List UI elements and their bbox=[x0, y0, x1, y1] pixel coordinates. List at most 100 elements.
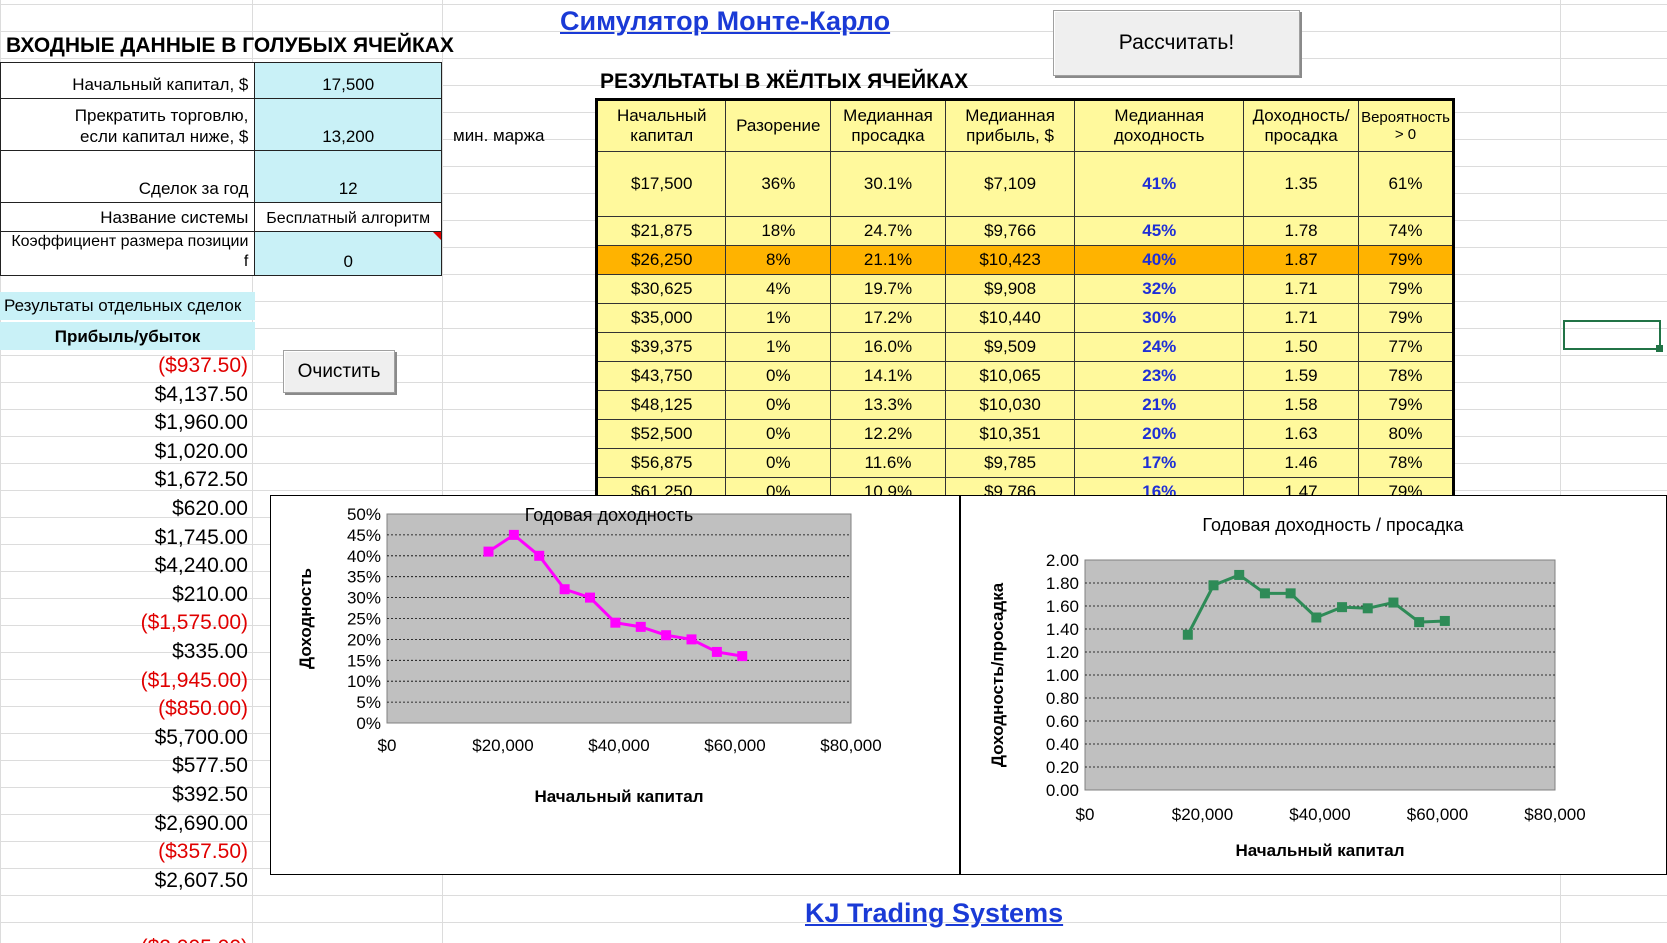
results-cell[interactable]: $10,440 bbox=[944, 303, 1076, 333]
results-cell[interactable]: 16.0% bbox=[830, 332, 946, 362]
trade-result-cell[interactable]: ($850.00) bbox=[158, 697, 248, 721]
initial-capital-input[interactable]: 17,500 bbox=[254, 62, 442, 99]
trade-result-cell[interactable]: $1,020.00 bbox=[154, 439, 248, 463]
results-cell[interactable]: 4% bbox=[725, 274, 832, 304]
trade-result-cell[interactable]: $1,672.50 bbox=[154, 468, 248, 492]
trade-result-cell[interactable]: ($1,945.00) bbox=[140, 668, 248, 692]
results-cell[interactable]: 14.1% bbox=[830, 361, 946, 391]
trade-result-cell[interactable]: $5,700.00 bbox=[154, 725, 248, 749]
results-cell[interactable]: 0% bbox=[725, 419, 832, 449]
results-cell[interactable]: 1% bbox=[725, 332, 832, 362]
trade-result-cell[interactable]: ($1,575.00) bbox=[140, 611, 248, 635]
trade-result-cell[interactable]: $2,607.50 bbox=[154, 868, 248, 892]
results-cell[interactable]: 13.3% bbox=[830, 390, 946, 420]
footer-link[interactable]: KJ Trading Systems bbox=[805, 898, 1064, 928]
results-cell[interactable]: 0% bbox=[725, 361, 832, 391]
trade-result-cell[interactable]: $335.00 bbox=[172, 639, 248, 663]
results-cell[interactable]: $7,109 bbox=[944, 151, 1076, 217]
results-cell[interactable]: $52,500 bbox=[595, 419, 727, 449]
results-cell[interactable]: $35,000 bbox=[595, 303, 727, 333]
results-cell[interactable]: 79% bbox=[1357, 390, 1455, 420]
page-title-link[interactable]: Симулятор Монте-Карло bbox=[560, 6, 891, 36]
comment-indicator-icon[interactable] bbox=[433, 232, 441, 240]
results-cell[interactable]: 20% bbox=[1074, 419, 1245, 449]
results-cell[interactable]: 40% bbox=[1074, 245, 1245, 275]
results-cell[interactable]: 30.1% bbox=[830, 151, 946, 217]
results-cell[interactable]: $21,875 bbox=[595, 216, 727, 246]
results-cell[interactable]: 1.63 bbox=[1243, 419, 1359, 449]
trade-result-cell[interactable]: $392.50 bbox=[172, 782, 248, 806]
results-cell[interactable]: 1.71 bbox=[1243, 303, 1359, 333]
results-cell[interactable]: 17% bbox=[1074, 448, 1245, 478]
trade-result-cell[interactable]: $4,137.50 bbox=[154, 382, 248, 406]
trade-result-cell[interactable]: ($2,005.00) bbox=[0, 934, 252, 943]
results-cell[interactable]: 79% bbox=[1357, 274, 1455, 304]
fill-handle[interactable] bbox=[1656, 345, 1663, 352]
results-cell[interactable]: 0% bbox=[725, 390, 832, 420]
results-cell[interactable]: 61% bbox=[1357, 151, 1455, 217]
results-cell[interactable]: 21.1% bbox=[830, 245, 946, 275]
results-cell[interactable]: 1.78 bbox=[1243, 216, 1359, 246]
results-cell[interactable]: 1.71 bbox=[1243, 274, 1359, 304]
results-cell[interactable]: $10,030 bbox=[944, 390, 1076, 420]
trade-result-cell[interactable]: $1,745.00 bbox=[154, 525, 248, 549]
position-size-input[interactable]: 0 bbox=[254, 231, 442, 276]
trade-result-cell[interactable]: $1,960.00 bbox=[154, 411, 248, 435]
results-cell[interactable]: 8% bbox=[725, 245, 832, 275]
results-cell[interactable]: $10,423 bbox=[944, 245, 1076, 275]
results-cell[interactable]: $56,875 bbox=[595, 448, 727, 478]
trade-result-cell[interactable]: ($937.50) bbox=[158, 354, 248, 377]
results-cell[interactable]: 21% bbox=[1074, 390, 1245, 420]
calculate-button[interactable]: Рассчитать! bbox=[1053, 10, 1300, 76]
results-cell[interactable]: $30,625 bbox=[595, 274, 727, 304]
results-cell[interactable]: 80% bbox=[1357, 419, 1455, 449]
results-cell[interactable]: 79% bbox=[1357, 303, 1455, 333]
results-cell[interactable]: $9,509 bbox=[944, 332, 1076, 362]
results-cell[interactable]: 77% bbox=[1357, 332, 1455, 362]
results-cell[interactable]: 24.7% bbox=[830, 216, 946, 246]
trade-result-cell[interactable]: $210.00 bbox=[172, 582, 248, 606]
trade-result-cell[interactable]: ($357.50) bbox=[158, 840, 248, 864]
results-cell[interactable]: 17.2% bbox=[830, 303, 946, 333]
stop-trading-input[interactable]: 13,200 bbox=[254, 98, 442, 151]
results-cell[interactable]: 12.2% bbox=[830, 419, 946, 449]
results-cell[interactable]: 41% bbox=[1074, 151, 1245, 217]
results-cell[interactable]: 30% bbox=[1074, 303, 1245, 333]
results-cell[interactable]: 1% bbox=[725, 303, 832, 333]
results-cell[interactable]: 79% bbox=[1357, 245, 1455, 275]
trade-result-cell[interactable]: $2,690.00 bbox=[154, 811, 248, 835]
results-cell[interactable]: 0% bbox=[725, 448, 832, 478]
results-cell[interactable]: 18% bbox=[725, 216, 832, 246]
results-cell[interactable]: 1.59 bbox=[1243, 361, 1359, 391]
results-cell[interactable]: $10,351 bbox=[944, 419, 1076, 449]
trade-result-cell[interactable]: $4,240.00 bbox=[154, 554, 248, 578]
results-cell[interactable]: $39,375 bbox=[595, 332, 727, 362]
results-cell[interactable]: $9,908 bbox=[944, 274, 1076, 304]
results-cell[interactable]: $48,125 bbox=[595, 390, 727, 420]
trade-result-cell[interactable] bbox=[0, 895, 252, 924]
results-cell[interactable]: $43,750 bbox=[595, 361, 727, 391]
results-cell[interactable]: 24% bbox=[1074, 332, 1245, 362]
results-cell[interactable]: 19.7% bbox=[830, 274, 946, 304]
results-cell[interactable]: 1.46 bbox=[1243, 448, 1359, 478]
results-cell[interactable]: 32% bbox=[1074, 274, 1245, 304]
clear-button[interactable]: Очистить bbox=[283, 350, 395, 393]
trades-per-year-input[interactable]: 12 bbox=[254, 150, 442, 203]
results-cell[interactable]: $17,500 bbox=[595, 151, 727, 217]
results-cell[interactable]: 78% bbox=[1357, 361, 1455, 391]
trade-result-cell[interactable]: $577.50 bbox=[172, 754, 248, 778]
system-name-input[interactable]: Бесплатный алгоритм bbox=[254, 202, 442, 232]
results-cell[interactable]: 1.50 bbox=[1243, 332, 1359, 362]
selected-cell[interactable] bbox=[1563, 320, 1661, 350]
results-cell[interactable]: 78% bbox=[1357, 448, 1455, 478]
results-cell[interactable]: 1.58 bbox=[1243, 390, 1359, 420]
results-cell[interactable]: $26,250 bbox=[595, 245, 727, 275]
results-cell[interactable]: 36% bbox=[725, 151, 832, 217]
results-cell[interactable]: 1.35 bbox=[1243, 151, 1359, 217]
results-cell[interactable]: 45% bbox=[1074, 216, 1245, 246]
results-cell[interactable]: $9,766 bbox=[944, 216, 1076, 246]
results-cell[interactable]: 1.87 bbox=[1243, 245, 1359, 275]
results-cell[interactable]: 23% bbox=[1074, 361, 1245, 391]
trade-result-cell[interactable]: $620.00 bbox=[172, 496, 248, 520]
results-cell[interactable]: 74% bbox=[1357, 216, 1455, 246]
